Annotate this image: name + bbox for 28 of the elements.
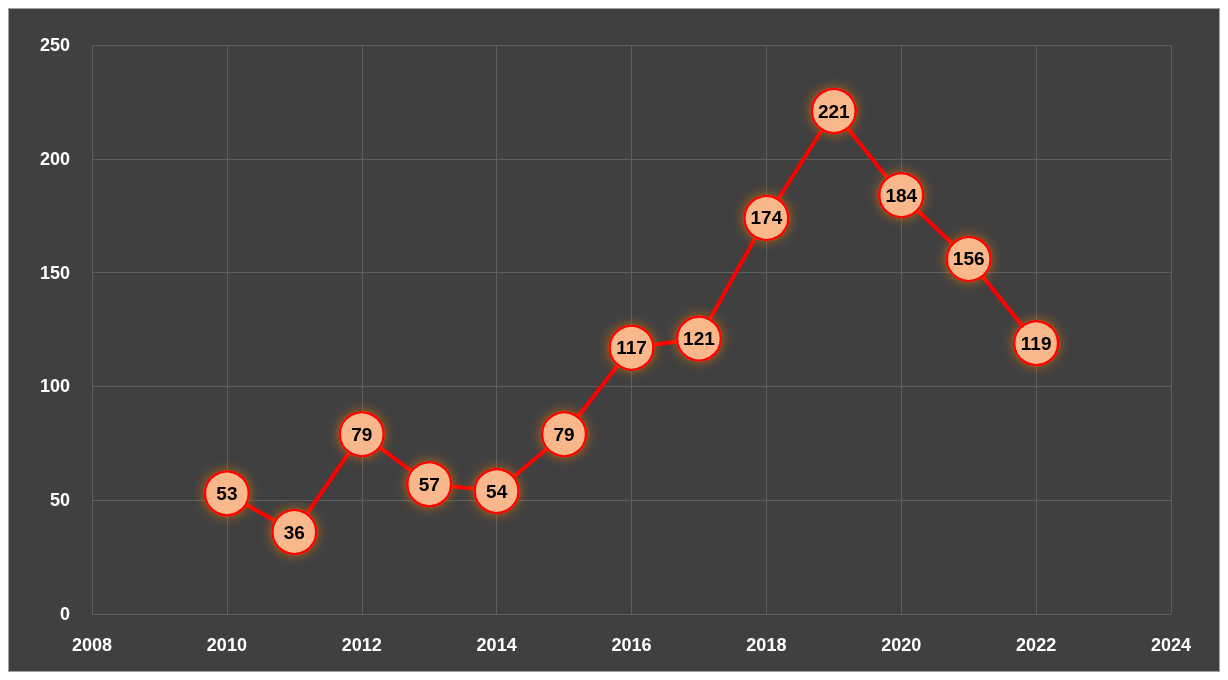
data-label: 174 <box>750 207 783 229</box>
x-tick-label: 2008 <box>71 635 113 655</box>
data-label: 184 <box>885 184 918 206</box>
y-tick-label: 150 <box>39 262 70 283</box>
x-tick-label: 2016 <box>611 635 652 655</box>
data-label: 117 <box>616 337 647 359</box>
x-tick-label: 2022 <box>1016 635 1057 655</box>
y-tick-label: 50 <box>49 490 70 511</box>
data-label: 79 <box>351 423 373 445</box>
data-label: 221 <box>817 100 851 122</box>
x-tick-label: 2012 <box>341 635 382 655</box>
data-label: 79 <box>553 423 575 445</box>
y-tick-label: 250 <box>39 35 70 55</box>
data-label: 119 <box>1020 332 1052 354</box>
data-label: 156 <box>952 248 985 270</box>
x-tick-label: 2014 <box>476 635 517 655</box>
data-label: 53 <box>216 482 238 504</box>
y-tick-label: 200 <box>39 148 70 169</box>
x-tick-label: 2018 <box>746 635 787 655</box>
x-tick-label: 2020 <box>881 635 922 655</box>
data-label: 54 <box>486 480 508 502</box>
x-tick-label: 2010 <box>206 635 247 655</box>
data-label: 36 <box>283 521 305 543</box>
y-tick-label: 0 <box>59 604 70 624</box>
data-label: 121 <box>683 328 716 350</box>
data-label: 57 <box>418 473 440 495</box>
y-tick-label: 100 <box>39 376 70 397</box>
x-tick-label: 2024 <box>1150 635 1192 655</box>
